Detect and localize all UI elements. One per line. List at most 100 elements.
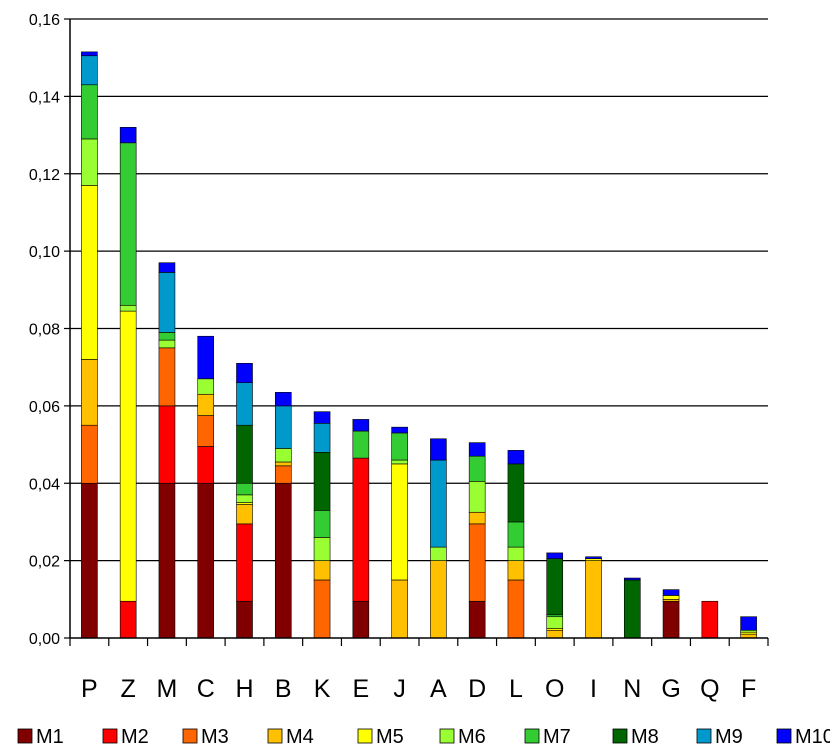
bar-segment-L-M10: [507, 450, 525, 465]
bar-segment-M-M7: [158, 332, 176, 341]
bar-segment-B-M4: [274, 461, 292, 467]
legend-label-M1: M1: [36, 726, 64, 748]
bar-segment-A-M6: [430, 546, 447, 561]
bar-segment-P-M10: [81, 51, 98, 57]
gridlines: [64, 18, 768, 639]
x-category-label: L: [509, 675, 523, 703]
bar-segment-L-M4: [507, 560, 525, 581]
bar-segment-C-M10: [197, 335, 215, 380]
bar-segment-L-M8: [507, 463, 525, 523]
bar-segment-Z-M7: [119, 142, 137, 306]
bar-segment-N-M10: [623, 577, 641, 581]
x-category-label: P: [81, 675, 98, 703]
bar-segment-F-M10: [740, 616, 757, 631]
bar-segment-H-M8: [236, 424, 253, 484]
bar-segment-B-M6: [274, 448, 292, 463]
bar-segment-P-M3: [81, 424, 98, 484]
x-category-label: E: [352, 675, 369, 703]
bar-segment-G-M10: [662, 589, 680, 596]
bar-segment-K-M7: [313, 510, 331, 538]
bar-segment-O-M8: [546, 558, 564, 616]
bar-segment-J-M10: [391, 426, 408, 434]
bar-segment-K-M10: [313, 411, 331, 424]
bar-segment-L-M7: [507, 521, 525, 548]
bar-segment-E-M10: [352, 419, 370, 432]
y-axis-tick-labels: 0,00 0,02 0,04 0,06 0,08 0,10 0,12 0,14 0,16: [29, 12, 60, 648]
bar-segment-I-M4: [585, 560, 602, 639]
x-category-label: D: [468, 675, 486, 703]
legend: M1 M2 M3 M4 M5 M6 M7 M8 M9 M10: [17, 726, 830, 748]
legend-swatch-M7: [524, 728, 540, 744]
x-category-label: B: [275, 675, 292, 703]
legend-label-M10: M10: [795, 726, 830, 748]
bar-segment-J-M6: [391, 459, 408, 465]
bar-segment-Z-M5: [119, 310, 137, 602]
bar-segment-K-M4: [313, 560, 331, 581]
bar-segment-K-M9: [313, 422, 331, 453]
bar-segment-H-M9: [236, 382, 253, 426]
bar-segment-L-M3: [507, 579, 525, 639]
bar-segment-P-M9: [81, 55, 98, 86]
bar-segment-G-M1: [662, 600, 680, 639]
bar-segment-K-M6: [313, 537, 331, 561]
bar-segment-H-M6: [236, 494, 253, 503]
bar-segment-A-M9: [430, 459, 447, 548]
bar-segment-J-M5: [391, 463, 408, 581]
bar-segment-K-M8: [313, 451, 331, 511]
bar-segment-D-M4: [468, 511, 486, 525]
bar-segment-D-M3: [468, 523, 486, 602]
bar-segment-Z-M10: [119, 127, 137, 144]
y-tick-label: 0,02: [29, 554, 60, 571]
x-category-label: N: [623, 675, 641, 703]
bar-segment-Q-M2: [701, 600, 719, 639]
x-category-label: J: [393, 675, 406, 703]
legend-swatch-M10: [776, 728, 792, 744]
bar-segment-C-M1: [197, 482, 215, 639]
bar-segment-C-M2: [197, 446, 215, 484]
bar-segment-O-M6: [546, 616, 564, 629]
bar-segment-P-M5: [81, 185, 98, 360]
legend-swatch-M4: [267, 728, 283, 744]
bar-segment-A-M4: [430, 560, 447, 639]
bar-segment-H-M10: [236, 363, 253, 383]
legend-swatch-M1: [17, 728, 33, 744]
bars: [81, 51, 757, 639]
bar-segment-B-M3: [274, 465, 292, 484]
bar-segment-J-M4: [391, 579, 408, 639]
legend-swatch-M6: [439, 728, 455, 744]
bar-segment-E-M7: [352, 430, 370, 459]
bar-segment-M-M3: [158, 347, 176, 407]
legend-label-M8: M8: [631, 726, 659, 748]
legend-label-M7: M7: [543, 726, 571, 748]
bar-segment-O-M10: [546, 552, 564, 559]
x-category-label: F: [741, 675, 756, 703]
bar-segment-M-M2: [158, 405, 176, 484]
legend-label-M2: M2: [121, 726, 149, 748]
bar-segment-B-M10: [274, 392, 292, 407]
bar-segment-C-M3: [197, 415, 215, 447]
x-category-label: I: [590, 675, 597, 703]
bar-segment-M-M1: [158, 482, 176, 639]
bar-segment-B-M9: [274, 405, 292, 449]
y-tick-label: 0,10: [29, 244, 60, 261]
axes: [69, 19, 769, 646]
bar-segment-C-M6: [197, 378, 215, 395]
bar-segment-P-M6: [81, 138, 98, 186]
bar-segment-D-M6: [468, 481, 486, 513]
bar-segment-P-M7: [81, 84, 98, 140]
bar-segment-D-M7: [468, 455, 486, 482]
legend-swatch-M9: [696, 728, 712, 744]
bar-segment-D-M1: [468, 600, 486, 639]
bar-segment-A-M10: [430, 438, 447, 461]
legend-label-M6: M6: [458, 726, 486, 748]
x-category-label: Q: [700, 675, 719, 703]
x-category-label: H: [235, 675, 253, 703]
legend-swatch-M2: [102, 728, 118, 744]
x-category-label: O: [545, 675, 564, 703]
bar-segment-J-M7: [391, 432, 408, 461]
bar-segment-P-M4: [81, 359, 98, 426]
legend-swatch-M5: [357, 728, 373, 744]
bar-segment-H-M4: [236, 504, 253, 525]
y-tick-label: 0,00: [29, 631, 60, 648]
